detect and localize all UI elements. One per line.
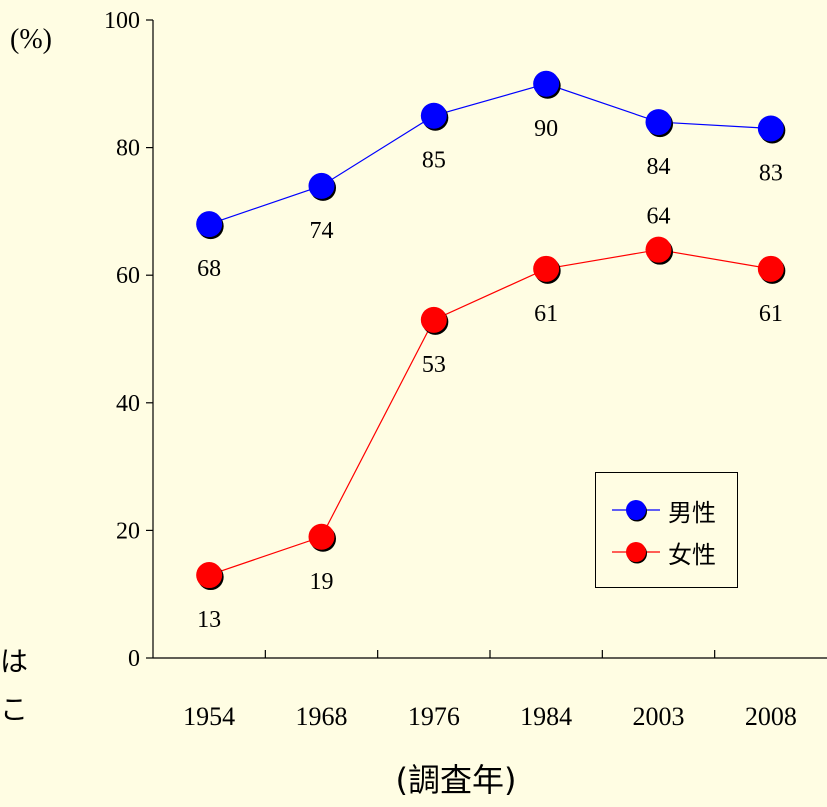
data-point: [533, 255, 560, 282]
series-line-1: [208, 249, 771, 576]
legend-marker-male: [612, 500, 660, 522]
data-label: 74: [310, 218, 334, 244]
legend: 男性 女性: [595, 472, 738, 588]
data-point: [308, 523, 335, 550]
data-point: [420, 306, 447, 333]
data-point: [196, 562, 223, 589]
legend-item-female: 女性: [608, 537, 716, 569]
x-tick-label: 1968: [296, 702, 348, 731]
y-tick-label: 80: [116, 136, 140, 162]
data-point: [757, 115, 784, 142]
data-point: [196, 211, 223, 238]
data-point: [308, 172, 335, 199]
data-point: [757, 255, 784, 282]
data-point: [533, 70, 560, 97]
series-line-0: [208, 83, 771, 225]
x-tick-label: 2003: [633, 702, 685, 731]
side-text-fragment-1: は: [0, 645, 29, 678]
data-label: 84: [647, 154, 671, 180]
side-text-fragment-2: こ: [0, 693, 29, 726]
data-label: 61: [759, 301, 783, 327]
data-label: 53: [422, 352, 446, 378]
data-label: 61: [534, 301, 558, 327]
y-tick-label: 60: [116, 263, 140, 289]
y-axis-label: (%): [10, 24, 52, 55]
x-tick-label: 1984: [520, 702, 572, 731]
y-tick-label: 20: [116, 518, 140, 544]
legend-item-male: 男性: [608, 495, 716, 527]
x-tick-label: 2008: [745, 702, 797, 731]
x-tick-label: 1954: [183, 702, 235, 731]
data-label: 68: [197, 256, 221, 282]
x-tick-label: 1976: [408, 702, 460, 731]
legend-marker-female: [612, 542, 660, 564]
data-label: 13: [197, 607, 221, 633]
data-label: 64: [647, 204, 671, 230]
data-point: [420, 102, 447, 129]
legend-label-female: 女性: [668, 540, 716, 569]
y-tick-label: 0: [128, 646, 140, 672]
y-tick-label: 40: [116, 391, 140, 417]
x-axis-label: (調査年): [395, 761, 517, 799]
data-label: 85: [422, 148, 446, 174]
data-point: [645, 109, 672, 136]
y-tick-label: 100: [104, 8, 140, 34]
data-label: 83: [759, 160, 783, 186]
data-label: 90: [534, 116, 558, 142]
data-label: 19: [310, 569, 334, 595]
data-point: [645, 236, 672, 263]
legend-label-male: 男性: [668, 498, 716, 527]
